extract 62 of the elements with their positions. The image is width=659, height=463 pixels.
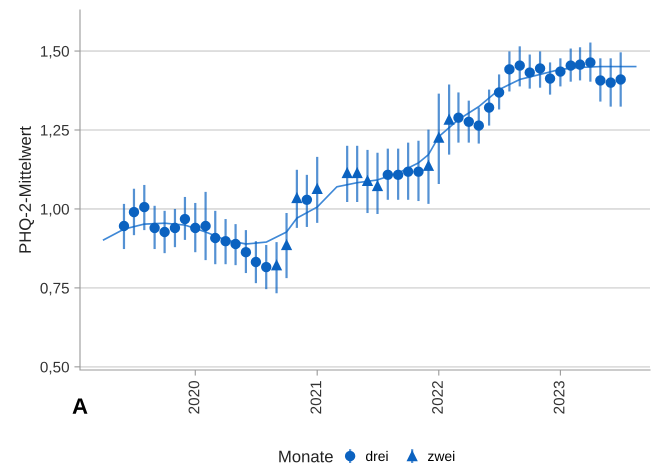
y-tick-label: 1,00 xyxy=(41,204,69,216)
point xyxy=(392,170,404,180)
point xyxy=(200,220,211,232)
point xyxy=(566,60,576,71)
point xyxy=(555,66,566,77)
text: A xyxy=(72,398,88,414)
point xyxy=(118,220,130,232)
point xyxy=(372,180,383,192)
x-tick-label: 2020 xyxy=(188,381,200,414)
point xyxy=(139,202,150,212)
legend-title: Monate xyxy=(279,450,333,462)
point xyxy=(180,214,190,224)
point xyxy=(413,166,424,177)
point xyxy=(402,166,414,177)
point xyxy=(484,102,494,113)
x-tick-label: 2021 xyxy=(310,381,322,414)
point xyxy=(615,74,626,85)
point xyxy=(352,168,362,178)
point xyxy=(159,226,170,238)
point xyxy=(281,240,292,250)
x-tick-label: 2023 xyxy=(554,381,564,414)
point xyxy=(250,256,262,268)
point xyxy=(585,57,596,68)
point xyxy=(220,236,231,246)
point xyxy=(271,260,282,270)
y-tick-label: 1,25 xyxy=(41,124,69,138)
point xyxy=(261,262,272,272)
point xyxy=(423,160,434,171)
point xyxy=(292,192,302,204)
point xyxy=(128,206,140,218)
legend-label: drei xyxy=(366,450,388,462)
point xyxy=(230,238,241,250)
point xyxy=(453,112,464,123)
point xyxy=(534,63,546,74)
y-tick-label: 0,75 xyxy=(40,282,69,296)
point xyxy=(312,184,322,194)
point xyxy=(474,120,484,131)
x-tick-label: 2022 xyxy=(432,381,443,414)
point xyxy=(240,247,252,258)
point xyxy=(190,222,200,234)
point xyxy=(464,116,474,127)
point xyxy=(595,75,606,86)
y-tick-label: 0,50 xyxy=(40,362,69,374)
point xyxy=(302,194,312,205)
point xyxy=(544,73,556,84)
point xyxy=(382,170,394,180)
point xyxy=(149,222,160,234)
point xyxy=(170,222,180,234)
point xyxy=(342,168,352,178)
point xyxy=(514,60,525,71)
point xyxy=(494,87,504,98)
point xyxy=(504,64,515,75)
point xyxy=(444,114,454,125)
y-axis-title: PHQ-2-Mittelwert xyxy=(18,126,34,253)
y-tick-label: 1,50 xyxy=(41,46,69,59)
point xyxy=(210,232,220,244)
point xyxy=(605,77,616,88)
point xyxy=(524,67,535,78)
point xyxy=(362,176,373,186)
legend-label: zwei xyxy=(428,450,454,462)
point xyxy=(574,59,586,70)
point xyxy=(434,132,444,143)
